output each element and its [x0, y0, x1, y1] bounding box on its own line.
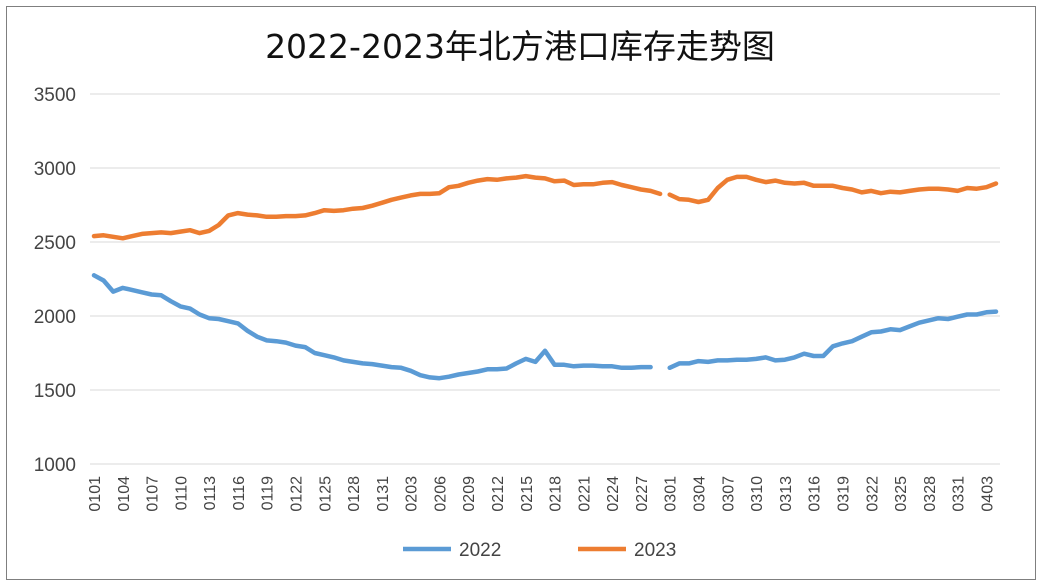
- x-tick-label: 0331: [951, 476, 968, 512]
- x-tick-label: 0307: [720, 476, 737, 512]
- series-2022-line-segment-1: [91, 273, 653, 381]
- series-2023-line-segment-1: [91, 173, 663, 241]
- y-tick-label: 3500: [34, 85, 76, 106]
- y-tick-label: 2500: [34, 233, 76, 254]
- x-tick-label: 0310: [749, 476, 766, 512]
- x-tick-label: 0131: [375, 476, 392, 512]
- x-axis-ticks: 0101 0104 0107 0110 0113 0116 0119 0122 0125 0128…: [87, 476, 996, 512]
- y-tick-label: 3000: [34, 159, 76, 180]
- x-tick-label: 0110: [173, 476, 190, 511]
- x-tick-label: 0221: [576, 476, 593, 512]
- x-tick-label: 0128: [346, 476, 363, 512]
- series-2023-line-segment-2: [667, 174, 999, 205]
- chart-title: 2022-2023年北方港口库存走势图: [265, 27, 775, 66]
- y-tick-label: 2000: [34, 307, 76, 328]
- x-tick-label: 0116: [231, 476, 248, 511]
- x-tick-label: 0125: [317, 476, 334, 512]
- series-lines: [91, 173, 999, 381]
- legend-label-2022: 2022: [459, 540, 501, 561]
- y-tick-label: 1500: [34, 381, 76, 402]
- x-tick-label: 0313: [778, 476, 795, 512]
- x-tick-label: 0403: [979, 476, 996, 512]
- y-tick-label: 1000: [34, 455, 76, 476]
- x-tick-label: 0104: [116, 476, 133, 512]
- chart-frame: [6, 6, 1036, 580]
- x-tick-label: 0101: [87, 476, 104, 512]
- x-tick-label: 0107: [145, 476, 162, 512]
- x-tick-label: 0319: [835, 476, 852, 512]
- x-tick-label: 0301: [663, 476, 680, 512]
- x-tick-label: 0212: [490, 476, 507, 512]
- x-tick-label: 0328: [922, 476, 939, 512]
- x-tick-label: 0113: [202, 476, 219, 511]
- y-axis-ticks: 1000 1500 2000 2500 3000 3500: [34, 85, 76, 476]
- x-tick-label: 0325: [893, 476, 910, 512]
- x-tick-label: 0122: [289, 476, 306, 512]
- series-2022-line-segment-2: [667, 309, 999, 371]
- grid-lines: [90, 93, 1000, 465]
- x-tick-label: 0316: [807, 476, 824, 512]
- x-tick-label: 0218: [548, 476, 565, 512]
- x-tick-label: 0215: [519, 476, 536, 512]
- legend-label-2023: 2023: [634, 540, 676, 561]
- x-tick-label: 0209: [461, 476, 478, 512]
- legend: 2022 2023: [403, 540, 676, 561]
- x-tick-label: 0206: [432, 476, 449, 512]
- x-tick-label: 0119: [260, 476, 277, 511]
- x-tick-label: 0203: [404, 476, 421, 512]
- x-tick-label: 0224: [605, 476, 622, 512]
- x-tick-label: 0322: [864, 476, 881, 512]
- x-tick-label: 0227: [634, 476, 651, 512]
- x-tick-label: 0304: [692, 476, 709, 512]
